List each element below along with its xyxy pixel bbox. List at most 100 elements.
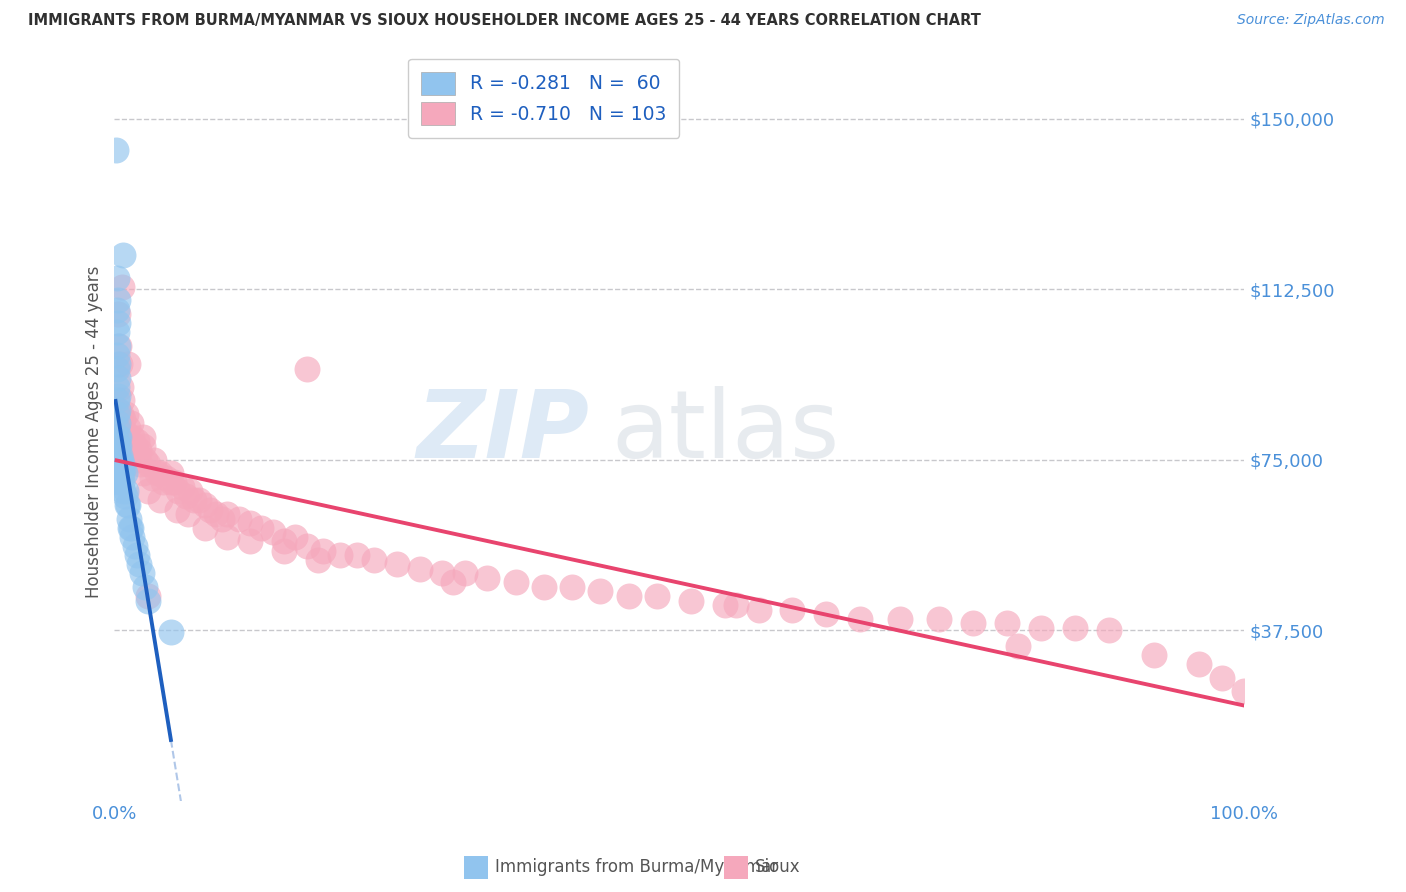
Point	[307, 552, 329, 566]
Point	[112, 411, 135, 425]
Point	[127, 448, 149, 462]
Point	[108, 339, 131, 353]
Point	[107, 370, 129, 384]
Point	[105, 348, 128, 362]
Point	[143, 452, 166, 467]
Point	[217, 507, 239, 521]
Point	[533, 580, 555, 594]
Point	[107, 389, 129, 403]
Point	[110, 407, 132, 421]
Point	[589, 584, 612, 599]
Point	[724, 598, 747, 612]
Point	[111, 393, 134, 408]
Point	[250, 521, 273, 535]
Point	[124, 439, 146, 453]
Point	[114, 407, 136, 421]
Text: ZIP: ZIP	[416, 386, 589, 478]
Point	[107, 402, 129, 417]
Point	[136, 484, 159, 499]
Point	[194, 521, 217, 535]
Point	[129, 457, 152, 471]
Point	[117, 498, 139, 512]
Point	[284, 530, 307, 544]
Point	[273, 534, 295, 549]
Point	[166, 502, 188, 516]
Point	[128, 443, 150, 458]
Point	[477, 571, 499, 585]
Point	[713, 598, 735, 612]
Point	[105, 421, 128, 435]
Point	[177, 507, 200, 521]
Point	[131, 439, 153, 453]
Point	[172, 480, 194, 494]
Point	[995, 616, 1018, 631]
Point	[131, 430, 153, 444]
Point	[134, 580, 156, 594]
Point	[194, 498, 217, 512]
Point	[111, 279, 134, 293]
Point	[160, 625, 183, 640]
Point	[118, 434, 141, 449]
Point	[408, 562, 430, 576]
Point	[104, 144, 127, 158]
Point	[849, 612, 872, 626]
Point	[117, 421, 139, 435]
Point	[107, 439, 129, 453]
Point	[108, 452, 131, 467]
Point	[105, 452, 128, 467]
Point	[217, 530, 239, 544]
Point	[155, 471, 177, 485]
Point	[262, 525, 284, 540]
Point	[1029, 621, 1052, 635]
Point	[1143, 648, 1166, 662]
Point	[363, 552, 385, 566]
Point	[107, 457, 129, 471]
Point	[125, 434, 148, 449]
Point	[645, 589, 668, 603]
Point	[136, 457, 159, 471]
Point	[125, 452, 148, 467]
Point	[1211, 671, 1233, 685]
Point	[105, 461, 128, 475]
Point	[131, 566, 153, 581]
Point	[117, 357, 139, 371]
Point	[105, 361, 128, 376]
Point	[110, 452, 132, 467]
Point	[112, 484, 135, 499]
Point	[105, 393, 128, 408]
Y-axis label: Householder Income Ages 25 - 44 years: Householder Income Ages 25 - 44 years	[86, 266, 103, 599]
Point	[115, 498, 138, 512]
Point	[108, 357, 131, 371]
Point	[125, 548, 148, 562]
Text: Sioux: Sioux	[755, 858, 800, 876]
Point	[228, 511, 250, 525]
Point	[105, 302, 128, 317]
Point	[105, 380, 128, 394]
Point	[239, 516, 262, 531]
Text: Source: ZipAtlas.com: Source: ZipAtlas.com	[1237, 13, 1385, 28]
Point	[128, 557, 150, 571]
Point	[505, 575, 527, 590]
Point	[188, 493, 211, 508]
Point	[617, 589, 640, 603]
Point	[107, 467, 129, 481]
Point	[134, 452, 156, 467]
Text: Immigrants from Burma/Myanmar: Immigrants from Burma/Myanmar	[495, 858, 778, 876]
Point	[107, 293, 129, 308]
Point	[441, 575, 464, 590]
Point	[149, 493, 172, 508]
Point	[239, 534, 262, 549]
Point	[273, 543, 295, 558]
Point	[114, 484, 136, 499]
Point	[105, 434, 128, 449]
Point	[889, 612, 911, 626]
Point	[107, 339, 129, 353]
Point	[120, 443, 142, 458]
Point	[430, 566, 453, 581]
Point	[108, 448, 131, 462]
Point	[1233, 684, 1256, 698]
Point	[111, 475, 134, 490]
Point	[105, 407, 128, 421]
Point	[107, 357, 129, 371]
Legend: R = -0.281   N =  60, R = -0.710   N = 103: R = -0.281 N = 60, R = -0.710 N = 103	[408, 59, 679, 138]
